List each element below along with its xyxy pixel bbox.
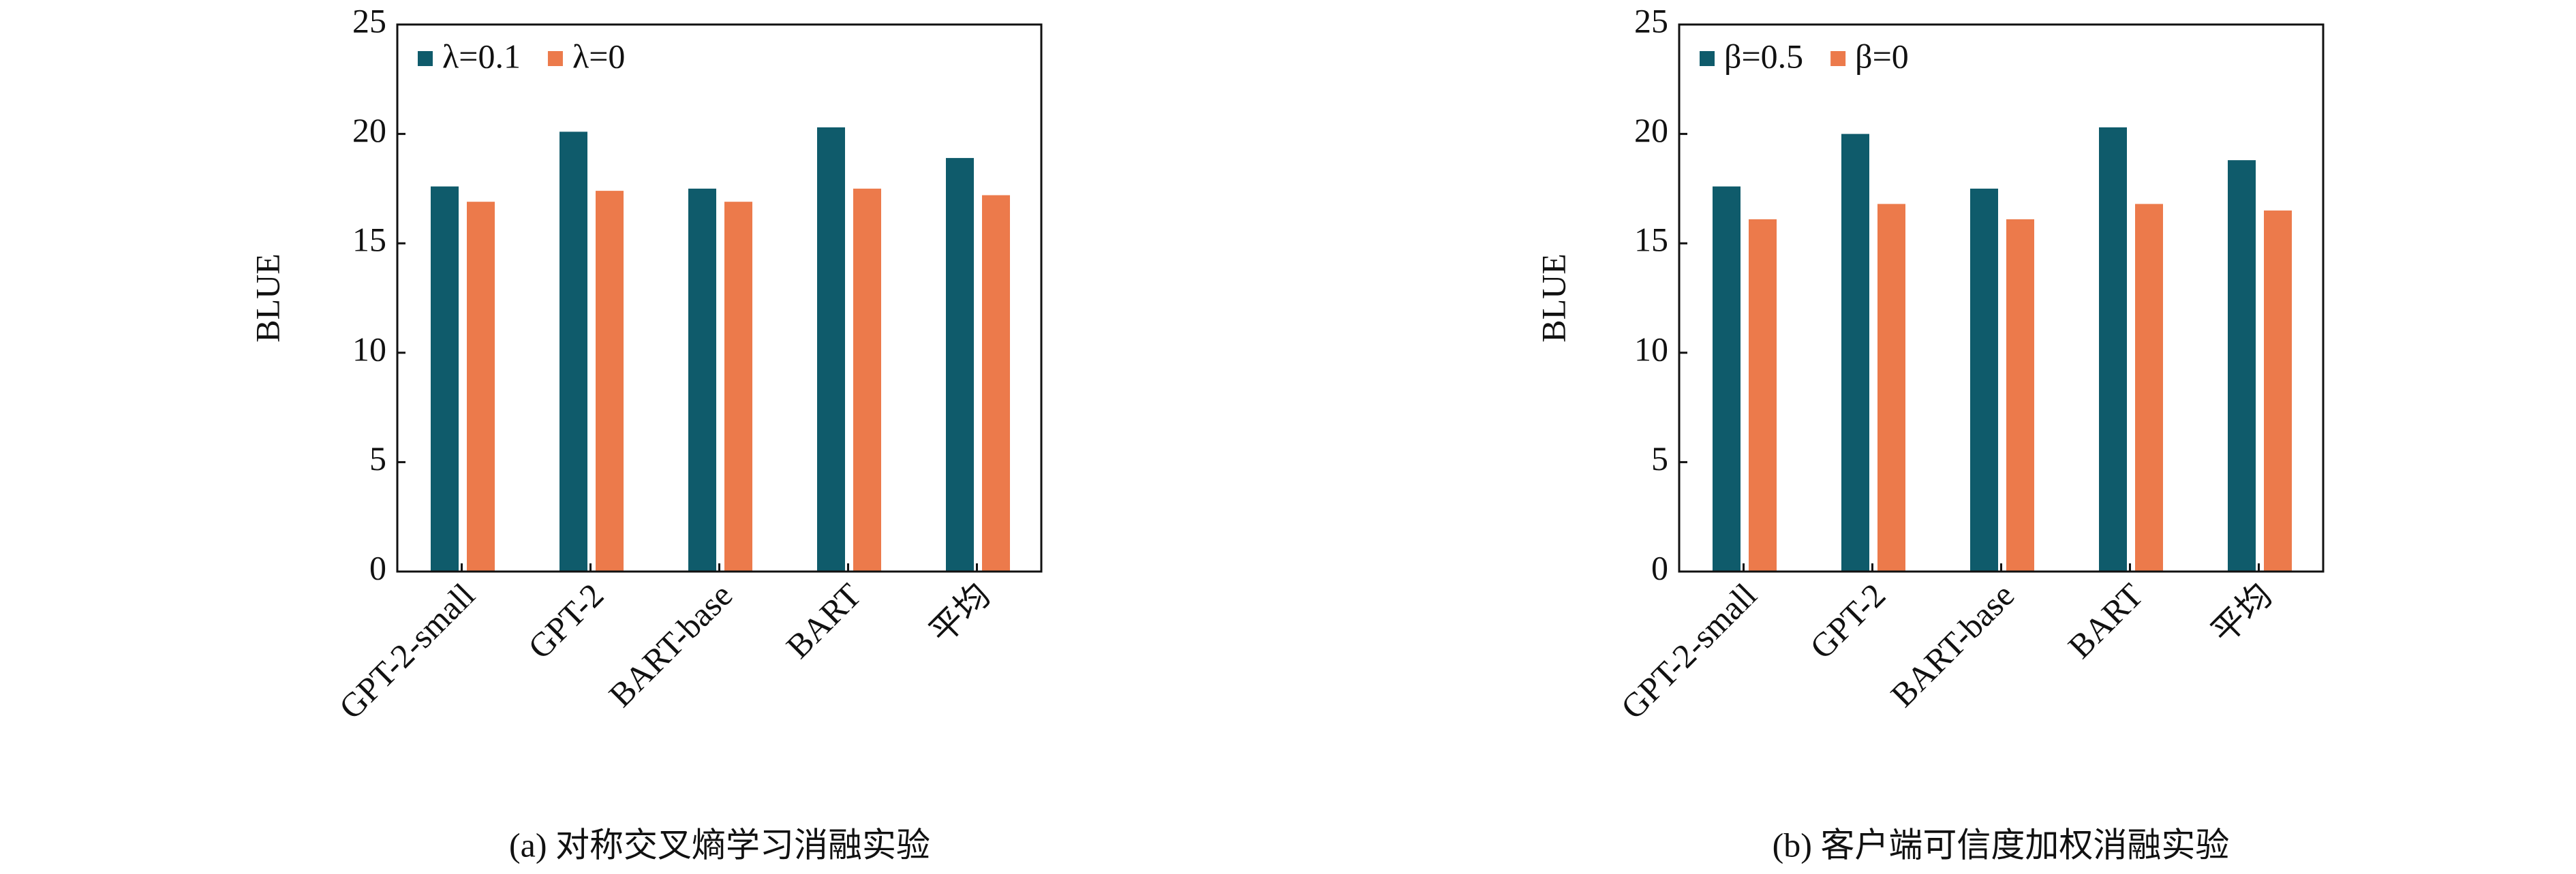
bar: [2228, 160, 2256, 572]
y-tick-label: 0: [1651, 548, 1668, 587]
bar: [2135, 204, 2163, 572]
bar: [1713, 186, 1741, 572]
legend-label: λ=0.1: [442, 37, 521, 75]
legend-label: β=0.5: [1724, 37, 1803, 75]
x-tick-label: BART-base: [1883, 576, 2021, 714]
bar: [946, 157, 974, 572]
y-axis-label: BLUE: [248, 253, 286, 343]
x-tick-label: BART: [779, 576, 869, 666]
y-tick-label: 10: [1634, 330, 1668, 368]
y-tick-label: 20: [352, 111, 386, 149]
legend-marker: [418, 51, 433, 66]
y-tick-label: 20: [1634, 111, 1668, 149]
y-tick-label: 15: [352, 221, 386, 259]
x-tick-label: 平均: [922, 576, 997, 651]
bar: [1877, 204, 1905, 572]
bar: [1970, 188, 1998, 572]
bar: [982, 195, 1010, 572]
bar: [559, 131, 587, 572]
y-tick-label: 25: [1634, 1, 1668, 40]
y-tick-label: 0: [369, 548, 386, 587]
bar: [724, 202, 752, 572]
legend-marker: [547, 51, 563, 66]
y-tick-label: 5: [369, 439, 386, 478]
bar: [431, 186, 459, 572]
x-tick-label: GPT-2: [521, 576, 611, 666]
bar: [2006, 219, 2034, 572]
bar: [596, 191, 624, 572]
y-tick-label: 25: [352, 1, 386, 40]
legend-label: λ=0: [572, 37, 625, 75]
bar: [2264, 210, 2292, 572]
x-tick-label: GPT-2-small: [331, 576, 482, 726]
x-tick-label: GPT-2-small: [1613, 576, 1764, 726]
bar: [1841, 134, 1869, 572]
y-tick-label: 15: [1634, 221, 1668, 259]
chart-title: (a) 对称交叉熵学习消融实验: [509, 826, 930, 864]
legend-marker: [1830, 51, 1846, 66]
y-tick-label: 10: [352, 330, 386, 368]
bar: [688, 188, 716, 572]
x-tick-label: BART: [2061, 576, 2151, 666]
bar: [467, 202, 495, 572]
bar: [2099, 127, 2127, 572]
legend-label: β=0: [1855, 37, 1909, 75]
bar: [817, 127, 845, 572]
x-tick-label: GPT-2: [1803, 576, 1893, 666]
x-tick-label: BART-base: [601, 576, 739, 714]
bar: [1749, 219, 1777, 572]
y-axis-label: BLUE: [1534, 253, 1572, 343]
x-tick-label: 平均: [2204, 576, 2279, 651]
bar: [853, 188, 881, 572]
y-tick-label: 5: [1651, 439, 1668, 478]
legend-marker: [1700, 51, 1715, 66]
chart-title: (b) 客户端可信度加权消融实验: [1773, 826, 2230, 864]
